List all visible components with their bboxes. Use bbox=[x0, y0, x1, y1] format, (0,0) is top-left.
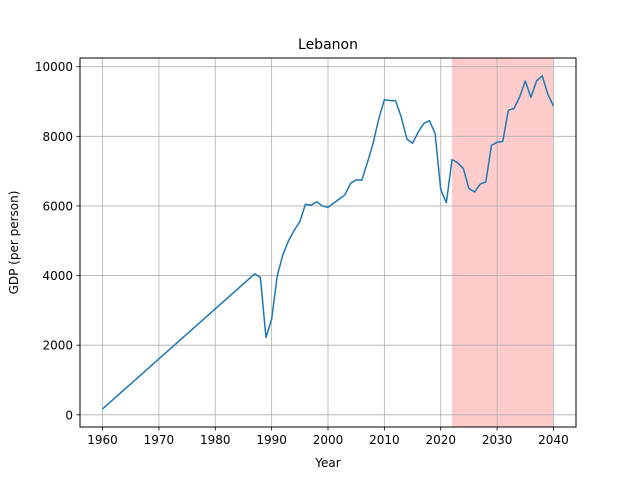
forecast-highlight-span bbox=[452, 58, 554, 427]
x-tick-label: 2010 bbox=[369, 433, 400, 447]
x-tick-label: 1960 bbox=[87, 433, 118, 447]
y-axis-label: GDP (per person) bbox=[7, 191, 21, 295]
y-tick-label: 10000 bbox=[35, 60, 73, 74]
y-tick-label: 8000 bbox=[42, 130, 73, 144]
x-tick-label: 2040 bbox=[538, 433, 569, 447]
x-tick-label: 2000 bbox=[313, 433, 344, 447]
grid-layer bbox=[80, 58, 576, 427]
series-layer bbox=[102, 75, 555, 410]
chart-title: Lebanon bbox=[298, 37, 358, 53]
y-tick-label: 4000 bbox=[42, 269, 73, 283]
gdp-series-line bbox=[102, 75, 555, 410]
highlight-span-layer bbox=[452, 58, 554, 427]
x-tick-label: 1970 bbox=[144, 433, 175, 447]
x-tick-label: 1990 bbox=[256, 433, 287, 447]
y-tick-label: 0 bbox=[65, 408, 73, 422]
x-tick-label: 1980 bbox=[200, 433, 231, 447]
y-tick-label: 2000 bbox=[42, 339, 73, 353]
x-tick-label: 2030 bbox=[482, 433, 513, 447]
x-tick-label: 2020 bbox=[425, 433, 456, 447]
tick-layer: 1960 1970 1980 1990 2000 2010 2020 2030 2040 0 200… bbox=[35, 60, 569, 447]
x-axis-label: Year bbox=[314, 456, 340, 470]
y-tick-label: 6000 bbox=[42, 199, 73, 213]
